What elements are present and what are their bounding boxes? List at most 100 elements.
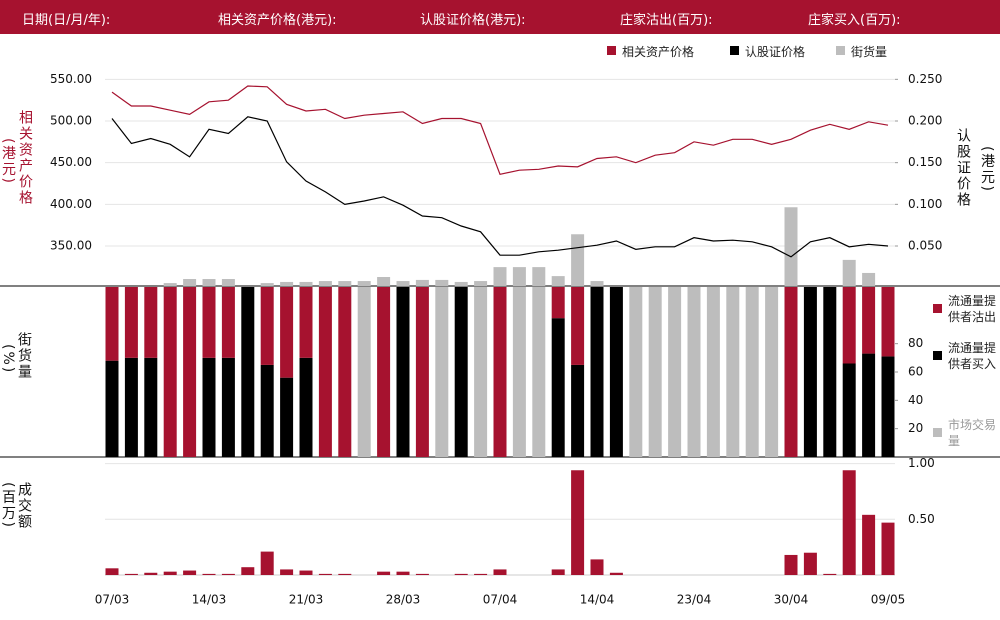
street-volume-bar [590, 281, 604, 286]
stacked-bar [862, 353, 876, 457]
street-volume-bar [842, 259, 856, 286]
legend-swatch [933, 428, 942, 437]
stacked-bar [105, 360, 119, 457]
turnover-bar [105, 568, 119, 575]
legend-swatch [607, 46, 616, 55]
stacked-bar [745, 287, 759, 457]
x-tick-label: 09/05 [871, 593, 906, 607]
price-line [111, 116, 889, 258]
stacked-bar [881, 356, 895, 457]
street-volume-bar [512, 267, 526, 286]
header-bar [0, 0, 1000, 34]
street-volume-bar [435, 279, 449, 286]
stacked-bar [551, 318, 565, 457]
street-volume-bar [571, 234, 585, 286]
y-axis-label: 街货量 [16, 332, 32, 380]
y-tick-label: 1.00 [908, 456, 935, 470]
stacked-bar [124, 357, 138, 457]
y-tick-label: 400.00 [50, 197, 92, 211]
y-tick-label: 60 [908, 365, 923, 379]
street-volume-bar [338, 281, 352, 286]
y-axis-label: 成交额 [16, 482, 32, 530]
stacked-bar [357, 287, 371, 457]
stacked-bar [260, 287, 274, 365]
stacked-bar [202, 287, 216, 358]
x-tick-label: 07/03 [95, 593, 130, 607]
street-volume-bar [163, 283, 177, 286]
stacked-bar [765, 287, 779, 457]
legend-swatch [730, 46, 739, 55]
stacked-bar [551, 287, 565, 319]
y-axis-label: 相关资产价格 [17, 110, 33, 206]
legend-label: 市场交易量 [948, 418, 997, 448]
stacked-bar [221, 357, 235, 457]
legend-swatch [836, 46, 845, 55]
price-line [111, 85, 889, 176]
turnover-bar [881, 522, 895, 575]
y2-axis-label: 认股证价格 [955, 128, 971, 208]
street-volume-bar [280, 281, 294, 286]
street-volume-bar [784, 207, 798, 286]
street-volume-bar [551, 276, 565, 286]
y-axis-unit: (港元) [0, 138, 16, 185]
turnover-bar [124, 573, 138, 575]
stacked-bar [532, 287, 546, 457]
x-tick-label: 23/04 [677, 593, 712, 607]
street-volume-bar [377, 277, 391, 286]
street-volume-bar [260, 283, 274, 286]
stacked-bar [124, 287, 138, 358]
stacked-bar [221, 287, 235, 358]
legend-swatch [933, 304, 942, 313]
street-volume-bar [474, 281, 488, 286]
stacked-bar [202, 357, 216, 457]
turnover-bar [842, 470, 856, 575]
turnover-bar [202, 573, 216, 575]
stacked-bar [823, 287, 837, 457]
street-volume-bar [396, 281, 410, 286]
stacked-bar [318, 287, 332, 457]
header-label: 认股证价格(港元): [420, 13, 526, 28]
legend-label: 认股证价格 [745, 45, 806, 59]
turnover-bar [803, 552, 817, 575]
y-tick-label: 450.00 [50, 155, 92, 169]
turnover-bar [551, 569, 565, 575]
y2-tick-label: 0.150 [908, 155, 942, 169]
turnover-bar [396, 571, 410, 575]
y-tick-label: 40 [908, 393, 923, 407]
turnover-bar [590, 559, 604, 575]
header-label: 庄家买入(百万): [808, 13, 901, 28]
x-tick-label: 21/03 [289, 593, 324, 607]
turnover-bar [823, 573, 837, 575]
stacked-bar [474, 287, 488, 457]
y-tick-label: 0.50 [908, 512, 935, 526]
turnover-bar [260, 551, 274, 575]
y-tick-label: 80 [908, 336, 923, 350]
turnover-bar [241, 567, 255, 575]
stacked-bar [706, 287, 720, 457]
stacked-bar [280, 377, 294, 457]
y-tick-label: 350.00 [50, 239, 92, 253]
turnover-bar [299, 570, 313, 575]
stacked-bar [512, 287, 526, 457]
stacked-bar [338, 287, 352, 457]
y2-tick-label: 0.050 [908, 239, 942, 253]
stacked-bar [571, 287, 585, 365]
x-tick-label: 28/03 [386, 593, 421, 607]
stacked-bar [241, 287, 255, 457]
turnover-bar [183, 570, 197, 575]
y-tick-label: 20 [908, 421, 923, 435]
stacked-bar [396, 287, 410, 457]
stacked-bar [571, 364, 585, 457]
street-volume-bar [221, 279, 235, 286]
stacked-bar [668, 287, 682, 457]
stacked-bar [280, 287, 294, 378]
stacked-bar [415, 287, 429, 457]
stacked-bar [435, 287, 449, 457]
stacked-bar [842, 287, 856, 364]
stacked-bar [299, 287, 313, 358]
street-volume-bar [415, 279, 429, 286]
street-volume-bar [862, 272, 876, 286]
x-tick-label: 14/04 [580, 593, 615, 607]
legend-swatch [933, 351, 942, 360]
